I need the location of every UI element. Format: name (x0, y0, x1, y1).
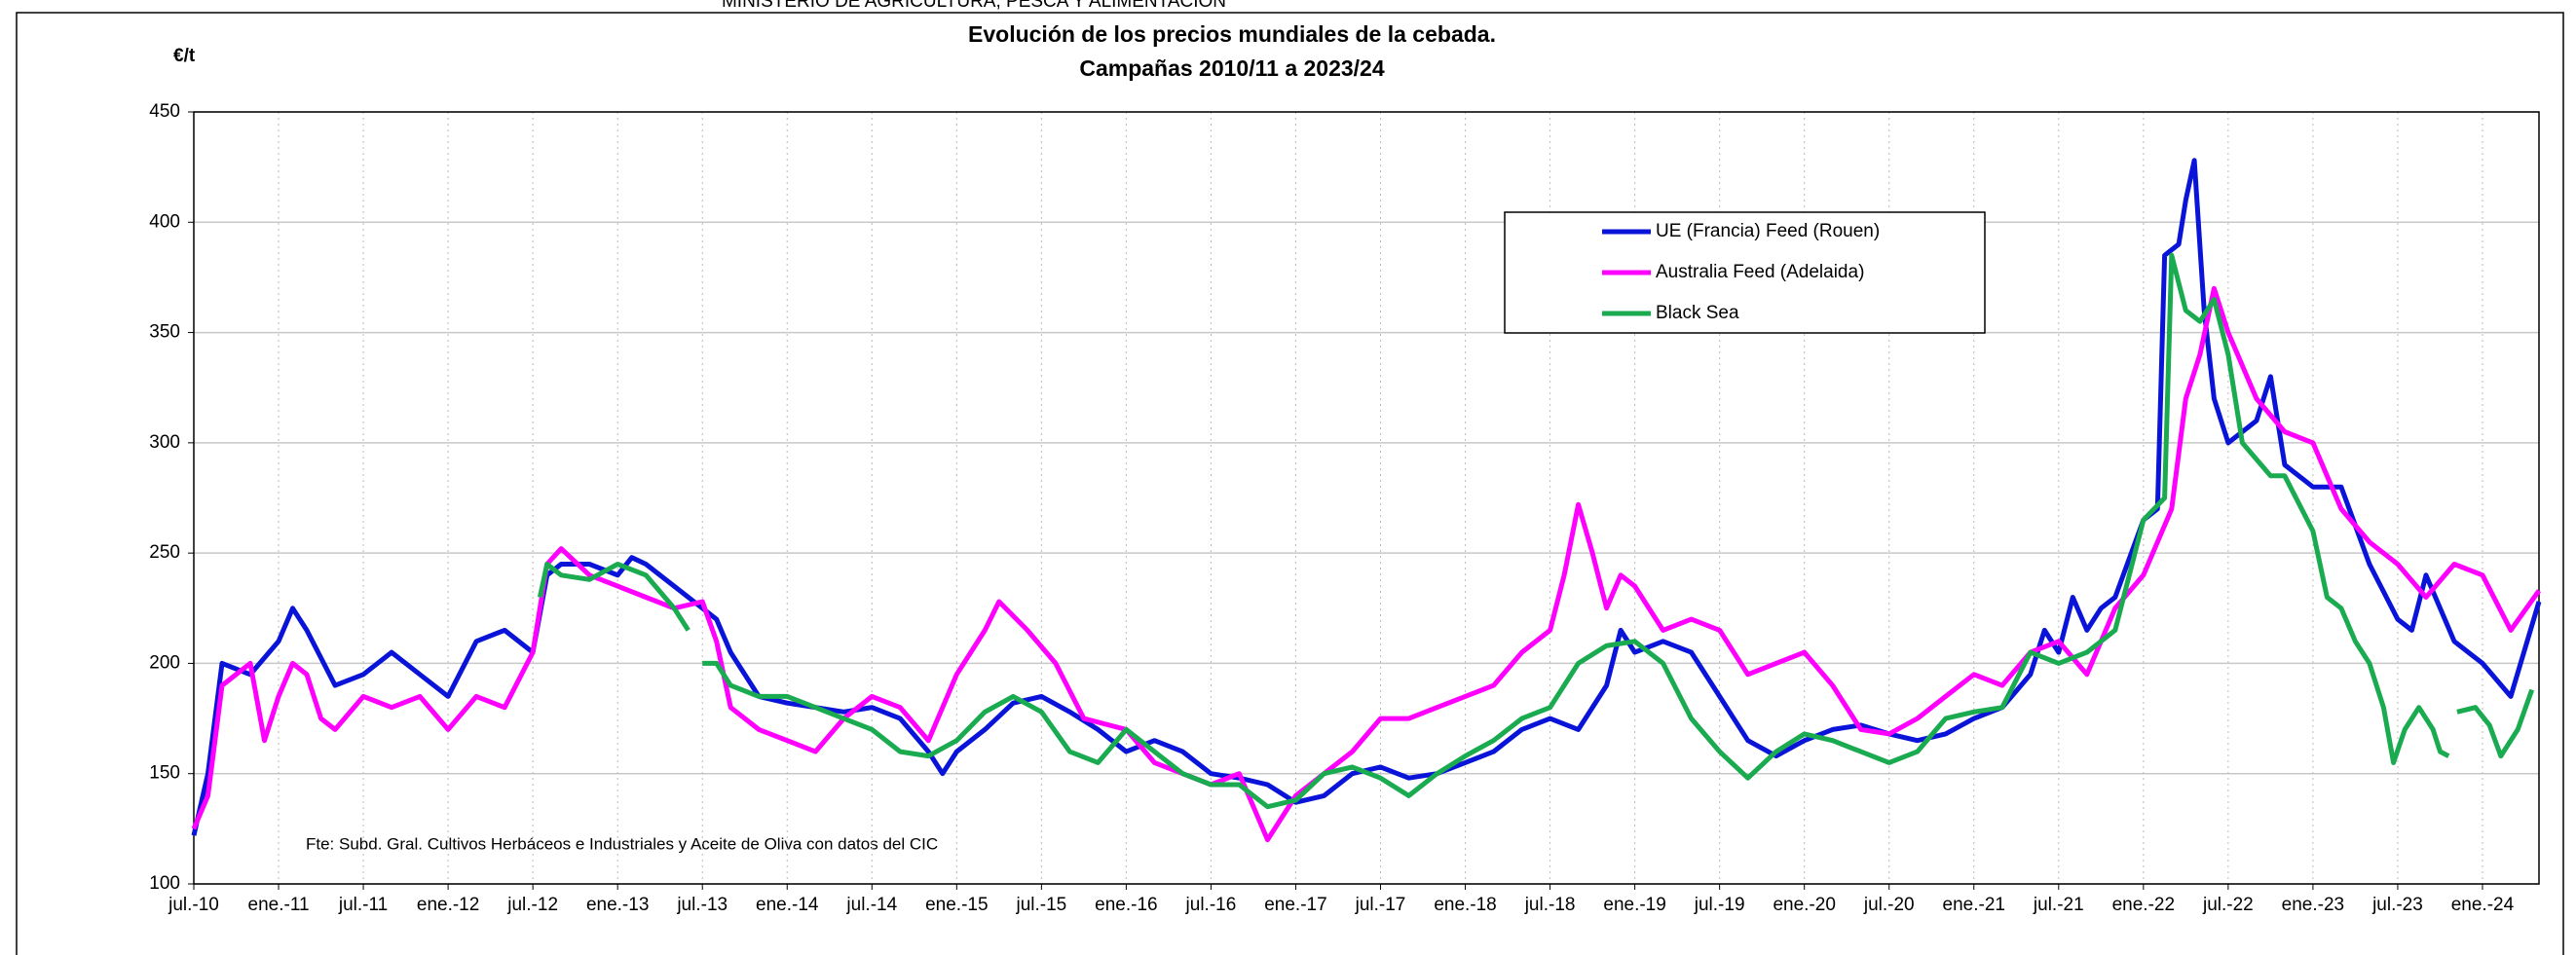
x-tick-label: jul.-13 (676, 895, 728, 915)
x-tick-label: ene.-21 (1943, 895, 2005, 915)
x-tick-label: jul.-16 (1185, 895, 1237, 915)
x-tick-label: ene.-19 (1603, 895, 1665, 915)
x-tick-label: jul.-22 (2202, 895, 2254, 915)
chart-title: Evolución de los precios mundiales de la… (968, 21, 1496, 47)
x-tick-label: ene.-17 (1264, 895, 1326, 915)
y-tick-label: 400 (149, 211, 180, 232)
x-tick-label: ene.-23 (2282, 895, 2344, 915)
x-tick-label: ene.-16 (1095, 895, 1157, 915)
x-tick-label: jul.-12 (506, 895, 558, 915)
y-tick-label: 200 (149, 652, 180, 673)
plot-frame (193, 111, 2540, 885)
x-tick-label: jul.-23 (2371, 895, 2423, 915)
legend-label: UE (Francia) Feed (Rouen) (1656, 221, 1880, 241)
x-tick-label: jul.-14 (845, 895, 897, 915)
series-line (537, 252, 2535, 810)
header: MINISTERIO DE AGRICULTURA, PESCA Y ALIME… (722, 0, 1226, 12)
y-tick-label: 350 (149, 322, 180, 343)
x-tick-label: jul.-21 (2033, 895, 2084, 915)
x-tick-label: jul.-15 (1015, 895, 1066, 915)
x-tick-label: ene.-14 (756, 895, 819, 915)
x-tick-label: ene.-12 (417, 895, 479, 915)
x-tick-label: jul.-11 (338, 895, 388, 915)
x-tick-label: ene.-15 (925, 895, 988, 915)
x-tick-label: jul.-17 (1355, 895, 1406, 915)
y-tick-label: 250 (149, 542, 180, 563)
x-tick-label: ene.-13 (586, 895, 649, 915)
legend-label: Black Sea (1656, 303, 1739, 323)
source-note: Fte: Subd. Gral. Cultivos Herbáceos e In… (306, 834, 938, 853)
x-tick-label: ene.-20 (1773, 895, 1835, 915)
x-tick-label: jul.-20 (1863, 895, 1915, 915)
x-tick-label: ene.-24 (2451, 895, 2515, 915)
frame (16, 12, 2564, 955)
x-tick-label: ene.-22 (2112, 895, 2175, 915)
chart-subtitle: Campañas 2010/11 a 2023/24 (1079, 55, 1385, 81)
legend-label: Australia Feed (Adelaida) (1656, 262, 1864, 282)
y-tick-label: 150 (149, 763, 180, 784)
y-tick-label: 300 (149, 432, 180, 453)
y-tick-label: 450 (149, 101, 180, 122)
x-tick-label: ene.-18 (1434, 895, 1496, 915)
x-tick-label: ene.-11 (248, 895, 310, 915)
x-tick-label: jul.-18 (1524, 895, 1576, 915)
x-tick-label: jul.-10 (168, 895, 219, 915)
legend-box (1504, 211, 1986, 334)
y-axis-label: €/t (173, 46, 196, 66)
x-tick-label: jul.-19 (1694, 895, 1745, 915)
y-tick-label: 100 (149, 873, 180, 894)
series-line (191, 285, 2542, 843)
